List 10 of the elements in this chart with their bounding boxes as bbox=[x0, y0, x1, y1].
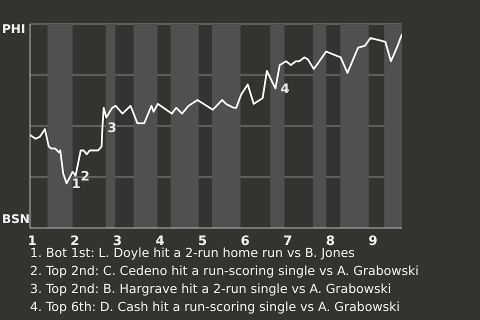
annotation: 2 bbox=[80, 169, 90, 184]
text: 4. Top 6th: D. Cash hit a run-scoring single vs A. Grabowski bbox=[30, 298, 401, 316]
text: BSN bbox=[2, 212, 30, 226]
x-tick-label: 9 bbox=[368, 234, 378, 250]
annotation: 4 bbox=[280, 82, 290, 97]
text: PHI bbox=[2, 22, 26, 36]
text: 2. Top 2nd: C. Cedeno hit a run-scoring single vs A. Grabowski bbox=[30, 262, 419, 280]
text: 3. Top 2nd: B. Hargrave hit a 2-run single vs A. Grabowski bbox=[30, 280, 392, 298]
annotation: 1 bbox=[72, 177, 81, 192]
annotation: 3 bbox=[107, 120, 116, 136]
